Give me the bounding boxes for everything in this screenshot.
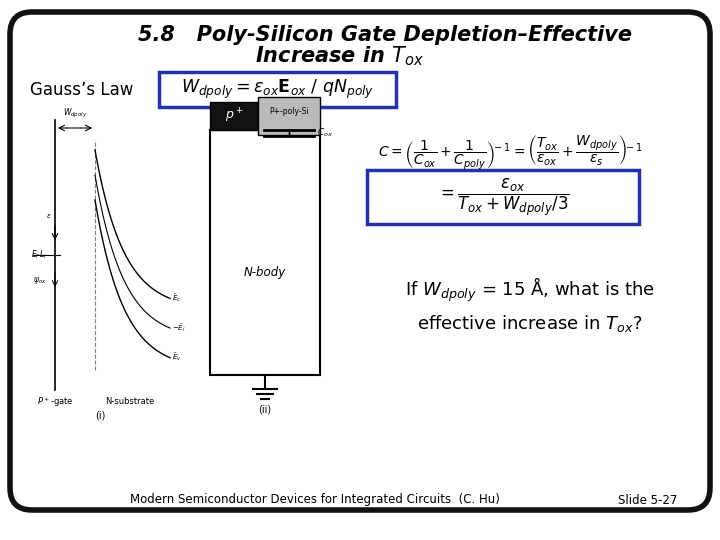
Text: 5.8   Poly-Silicon Gate Depletion–Effective: 5.8 Poly-Silicon Gate Depletion–Effectiv… (138, 25, 632, 45)
Text: $C = \left(\dfrac{1}{C_{ox}} + \dfrac{1}{C_{poly}}\right)^{\!\!-1}= \left(\dfrac: $C = \left(\dfrac{1}{C_{ox}} + \dfrac{1}… (377, 133, 642, 171)
Text: $\psi_{ox}$: $\psi_{ox}$ (34, 274, 47, 286)
Text: $E_F L_i$: $E_F L_i$ (31, 249, 47, 261)
Text: $p^+$: $p^+$ (225, 107, 243, 125)
Text: N-substrate: N-substrate (105, 397, 155, 407)
Text: $= \dfrac{\varepsilon_{ox}}{T_{ox} + W_{dpoly}/3}$: $= \dfrac{\varepsilon_{ox}}{T_{ox} + W_{… (437, 176, 570, 218)
Text: $C_{ox}$: $C_{ox}$ (317, 126, 333, 139)
Bar (210, 102, 258, 130)
Text: Increase in $T_{ox}$: Increase in $T_{ox}$ (256, 44, 425, 68)
Bar (210, 130, 320, 375)
Text: (ii): (ii) (258, 405, 271, 415)
Text: $\varepsilon$: $\varepsilon$ (47, 212, 52, 220)
Text: (i): (i) (95, 411, 105, 421)
Text: $-\bar{E}_i$: $-\bar{E}_i$ (172, 322, 186, 334)
Text: $W_{dpoly}$: $W_{dpoly}$ (63, 107, 87, 120)
Text: Gauss’s Law: Gauss’s Law (30, 81, 134, 99)
Text: If $W_{dpoly}$ = 15 Å, what is the
effective increase in $T_{ox}$?: If $W_{dpoly}$ = 15 Å, what is the effec… (405, 275, 655, 334)
Text: Modern Semiconductor Devices for Integrated Circuits  (C. Hu): Modern Semiconductor Devices for Integra… (130, 494, 500, 507)
FancyBboxPatch shape (367, 170, 639, 224)
Text: P+-poly-Si: P+-poly-Si (269, 107, 309, 117)
Text: $\bar{E}_v$: $\bar{E}_v$ (172, 352, 181, 363)
Bar (258, 97, 320, 135)
FancyBboxPatch shape (10, 12, 710, 510)
FancyBboxPatch shape (159, 72, 396, 107)
Text: Slide 5-27: Slide 5-27 (618, 494, 678, 507)
Text: N-body: N-body (244, 266, 286, 279)
Text: $P^+$-gate: $P^+$-gate (37, 395, 73, 409)
Text: $\bar{E}_c$: $\bar{E}_c$ (172, 293, 181, 304)
Text: $W_{dpoly} = \varepsilon_{ox}\mathbf{E}_{ox}\ /\ qN_{poly}$: $W_{dpoly} = \varepsilon_{ox}\mathbf{E}_… (181, 77, 374, 100)
